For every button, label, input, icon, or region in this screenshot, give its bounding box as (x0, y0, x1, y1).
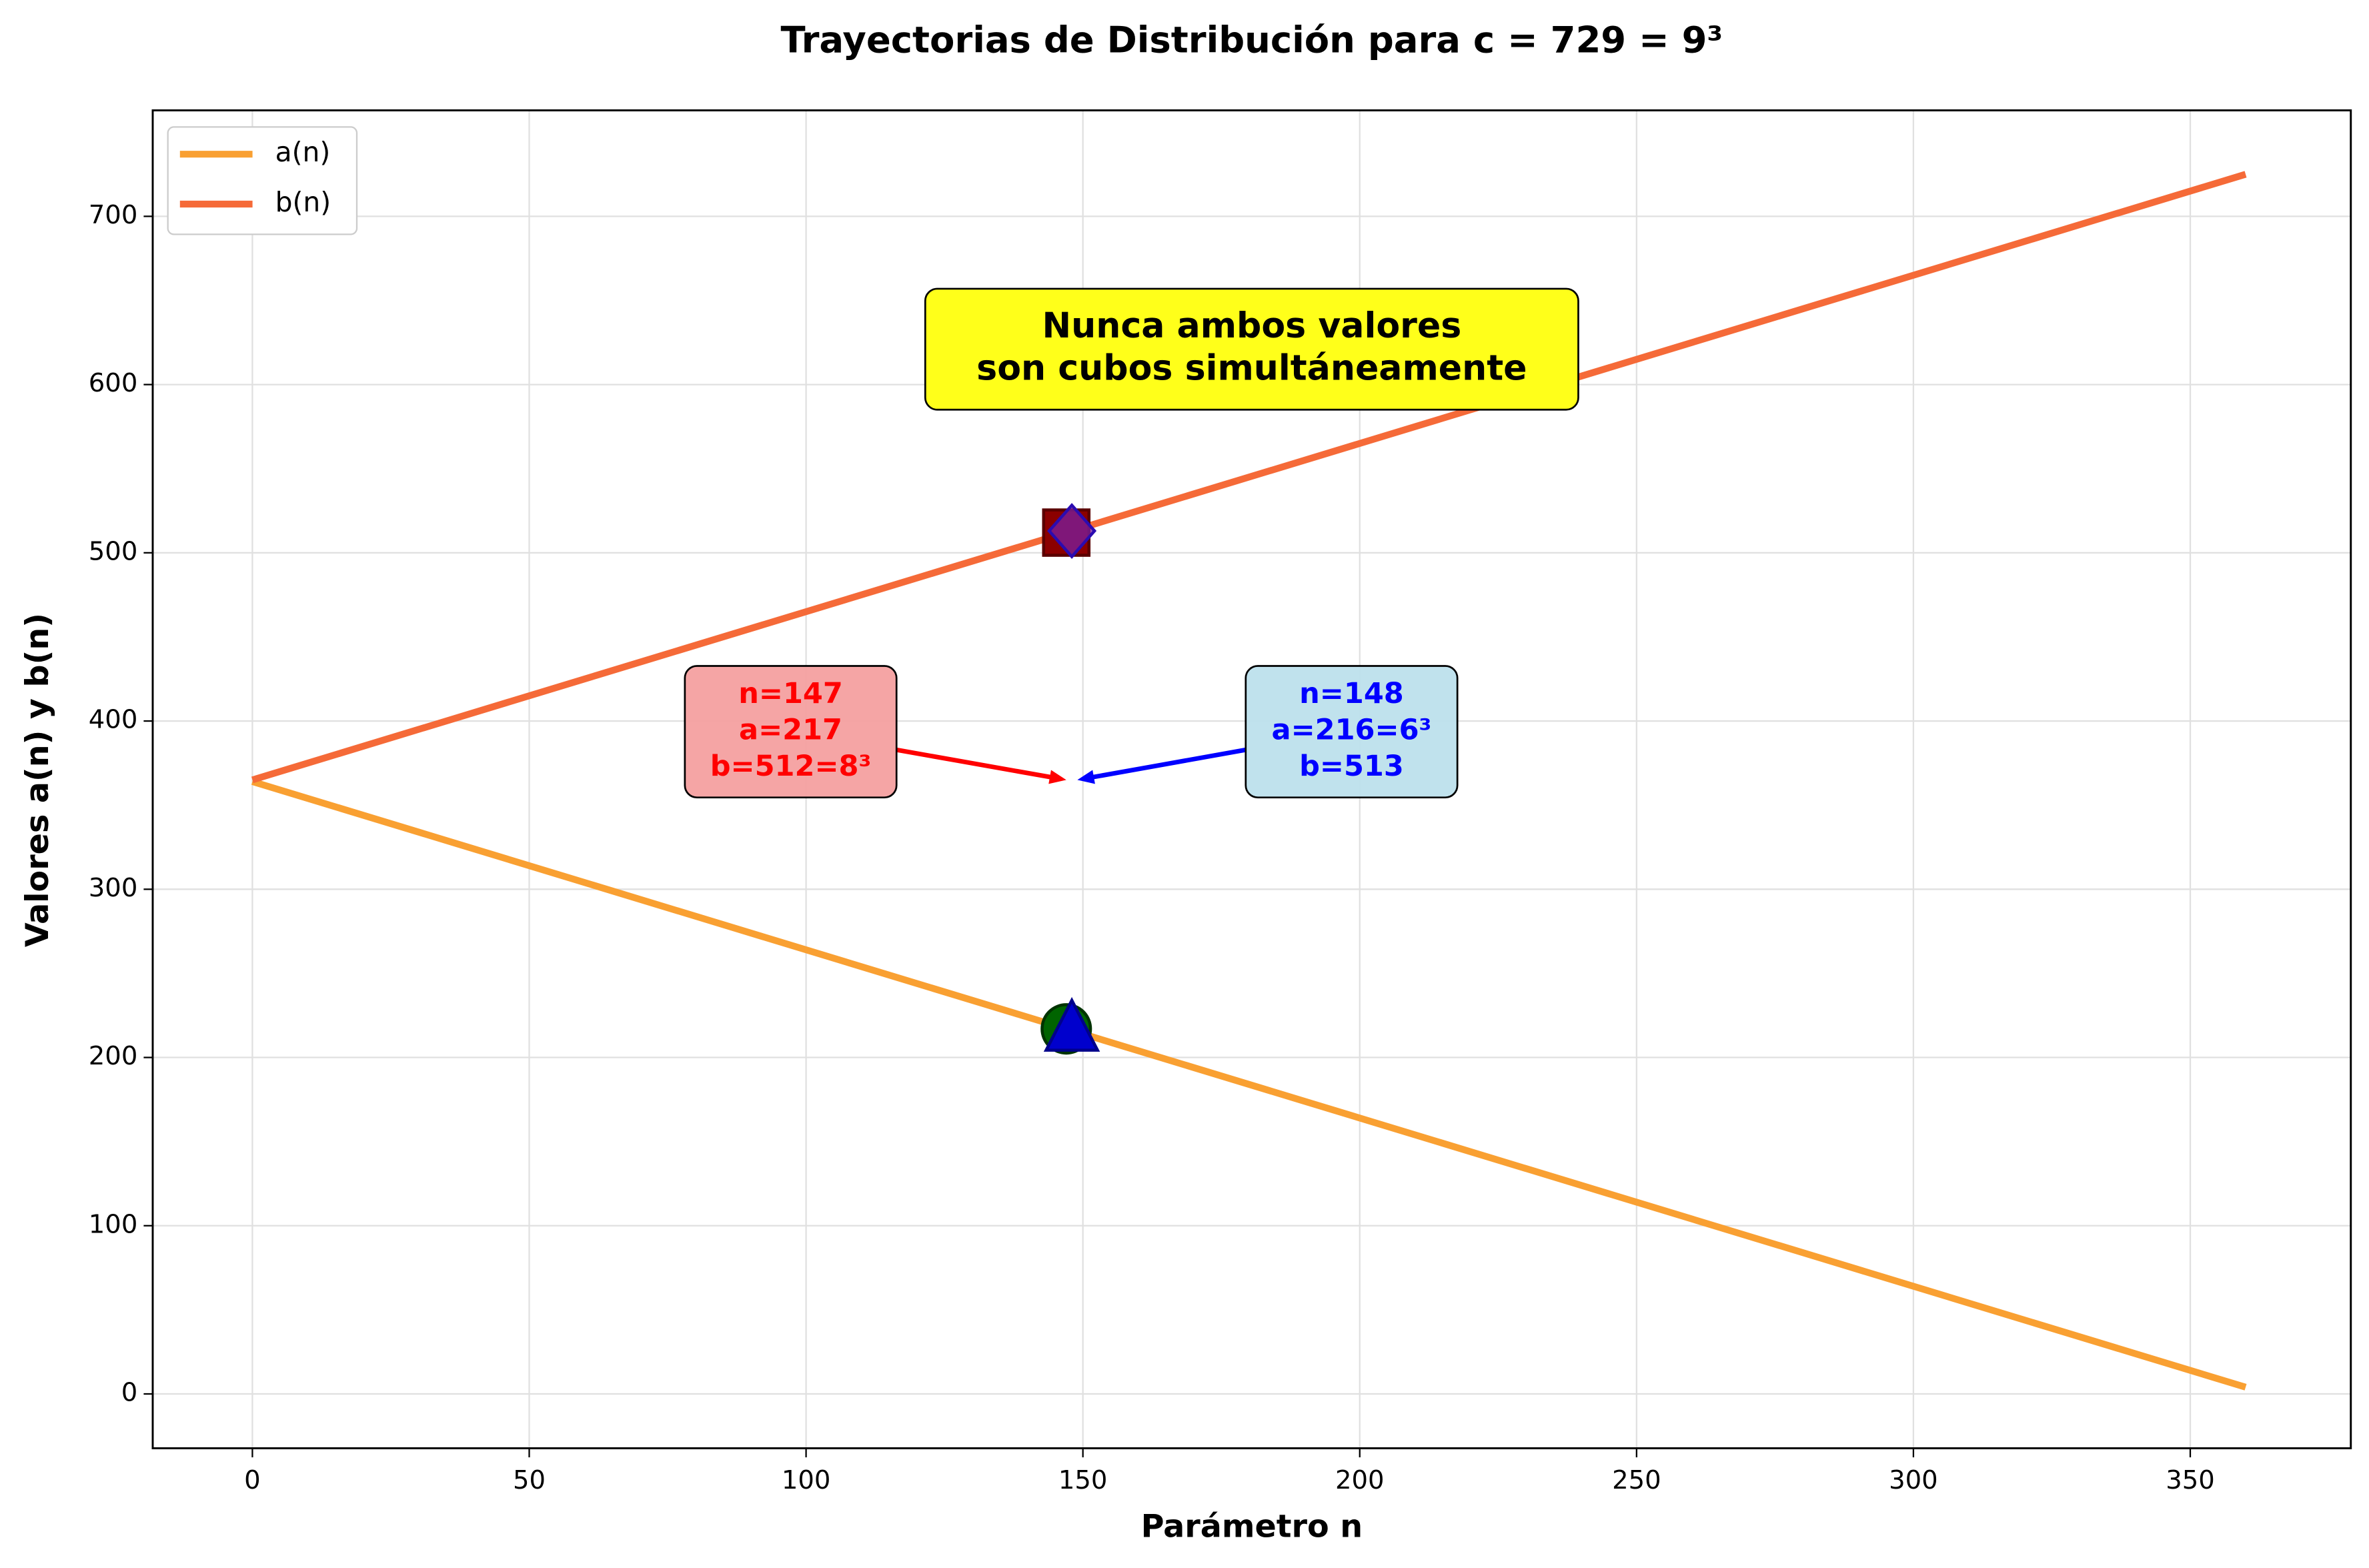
y-tick-label: 200 (89, 1041, 138, 1071)
x-tick-label: 150 (1058, 1465, 1108, 1495)
x-tick-label: 200 (1335, 1465, 1385, 1495)
marker-triangle (1043, 996, 1100, 1052)
y-tick-label: 0 (121, 1378, 138, 1408)
annotation-text: Nunca ambos valores (1042, 306, 1461, 346)
annotation-text: n=148 (1299, 677, 1404, 710)
arrow-head (1077, 770, 1095, 784)
annotation-text: b=512=8³ (710, 750, 872, 783)
chart-title: Trayectorias de Distribución para c = 72… (780, 19, 1723, 61)
marker-diamond (1047, 503, 1097, 560)
annotation-text: son cubos simultáneamente (976, 348, 1527, 388)
series-line (251, 778, 2247, 1391)
y-tick-label: 100 (89, 1209, 138, 1239)
y-tick-label: 600 (89, 368, 138, 398)
annotation-arrow (1082, 747, 1247, 782)
annotation-box (924, 287, 1579, 411)
x-axis-label: Parámetro n (1141, 1509, 1363, 1545)
annotation-box (684, 665, 898, 799)
annotation-text: b=513 (1299, 750, 1404, 783)
annotation-text: n=147 (738, 677, 843, 710)
series-line (251, 171, 2247, 784)
x-tick-label: 50 (513, 1465, 546, 1495)
annotation-box (1245, 665, 1459, 799)
annotation-text: a=216=6³ (1272, 714, 1432, 747)
x-tick-label: 250 (1612, 1465, 1661, 1495)
legend-label: a(n) (275, 136, 331, 168)
y-tick-label: 400 (89, 705, 138, 735)
x-tick-label: 100 (782, 1465, 831, 1495)
plot-frame (151, 109, 2352, 1449)
y-tick-label: 700 (89, 200, 138, 230)
y-axis-label: Valores a(n) y b(n) (19, 613, 56, 947)
x-tick-label: 0 (244, 1465, 261, 1495)
x-tick-label: 300 (1889, 1465, 1938, 1495)
legend-label: b(n) (275, 186, 331, 218)
annotation-text: a=217 (739, 714, 842, 747)
y-tick-label: 300 (89, 873, 138, 903)
x-tick-label: 350 (2166, 1465, 2215, 1495)
annotation-arrow (896, 747, 1061, 782)
y-tick-label: 500 (89, 536, 138, 566)
arrow-head (1048, 770, 1066, 784)
